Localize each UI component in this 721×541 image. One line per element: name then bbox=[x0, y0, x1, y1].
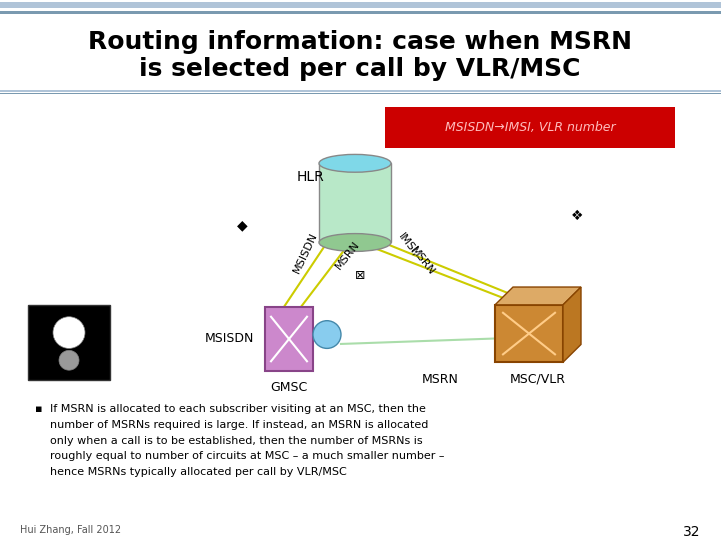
Text: number of MSRNs required is large. If instead, an MSRN is allocated: number of MSRNs required is large. If in… bbox=[50, 420, 428, 430]
Polygon shape bbox=[495, 287, 581, 305]
Text: GMSC: GMSC bbox=[270, 381, 308, 394]
Text: HLR: HLR bbox=[296, 170, 324, 184]
Text: ❖: ❖ bbox=[571, 209, 583, 223]
Text: Hui Zhang, Fall 2012: Hui Zhang, Fall 2012 bbox=[20, 525, 121, 535]
FancyBboxPatch shape bbox=[0, 90, 721, 92]
Text: MSC/VLR: MSC/VLR bbox=[510, 373, 566, 386]
Text: only when a call is to be established, then the number of MSRNs is: only when a call is to be established, t… bbox=[50, 436, 423, 445]
Text: ▪: ▪ bbox=[35, 404, 43, 414]
Text: is selected per call by VLR/MSC: is selected per call by VLR/MSC bbox=[139, 57, 580, 81]
Text: MSRN: MSRN bbox=[334, 239, 362, 272]
Text: ◆: ◆ bbox=[236, 219, 247, 233]
Text: MSISDN→IMSI, VLR number: MSISDN→IMSI, VLR number bbox=[445, 121, 615, 134]
FancyBboxPatch shape bbox=[265, 307, 313, 371]
Text: hence MSRNs typically allocated per call by VLR/MSC: hence MSRNs typically allocated per call… bbox=[50, 467, 347, 477]
Ellipse shape bbox=[319, 154, 391, 172]
FancyBboxPatch shape bbox=[495, 305, 563, 362]
Text: 32: 32 bbox=[683, 525, 700, 539]
Text: MSISDN: MSISDN bbox=[291, 230, 319, 274]
Circle shape bbox=[53, 316, 85, 348]
Text: roughly equal to number of circuits at MSC – a much smaller number –: roughly equal to number of circuits at M… bbox=[50, 451, 445, 461]
FancyBboxPatch shape bbox=[385, 107, 675, 148]
Text: MSRN: MSRN bbox=[408, 245, 436, 278]
FancyBboxPatch shape bbox=[0, 11, 721, 14]
Text: MSRN: MSRN bbox=[422, 373, 459, 386]
FancyBboxPatch shape bbox=[28, 305, 110, 380]
FancyBboxPatch shape bbox=[319, 163, 391, 242]
Text: If MSRN is allocated to each subscriber visiting at an MSC, then the: If MSRN is allocated to each subscriber … bbox=[50, 404, 426, 414]
Text: IMSI,: IMSI, bbox=[396, 232, 420, 259]
FancyBboxPatch shape bbox=[0, 93, 721, 94]
Text: MSISDN: MSISDN bbox=[205, 333, 255, 346]
Ellipse shape bbox=[319, 234, 391, 252]
Circle shape bbox=[313, 321, 341, 348]
Text: Routing information: case when MSRN: Routing information: case when MSRN bbox=[88, 30, 632, 54]
Text: ⊠: ⊠ bbox=[355, 269, 366, 282]
Circle shape bbox=[59, 351, 79, 370]
Polygon shape bbox=[563, 287, 581, 362]
FancyBboxPatch shape bbox=[0, 2, 721, 8]
